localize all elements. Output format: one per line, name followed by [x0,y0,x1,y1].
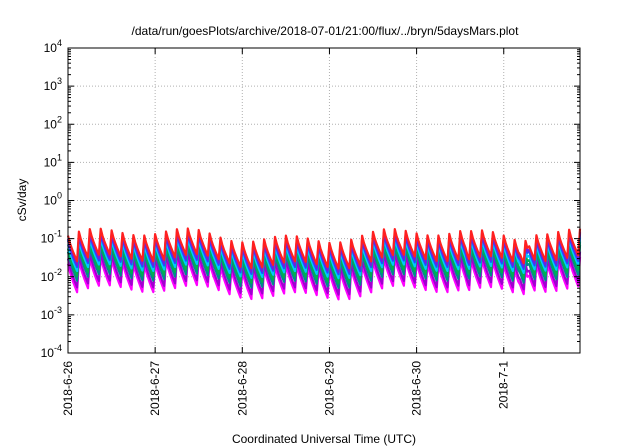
x-tick-label: 2018-6-26 [61,361,75,416]
x-tick-label: 2018-6-30 [410,361,424,416]
series-line [66,240,582,285]
y-tick-label: 104 [44,38,62,55]
series-line [66,236,582,280]
series-line [66,243,582,289]
y-tick-label: 102 [44,114,62,131]
y-tick-label: 10-1 [41,229,62,246]
y-tick-label: 10-4 [41,343,62,360]
y-tick-label: 100 [44,191,62,208]
y-axis-label: cSv/day [15,179,29,222]
x-tick-label: 2018-6-28 [235,361,249,416]
series-line [66,227,582,270]
x-tick-label: 2018-7-1 [497,361,511,409]
series-line [66,250,582,296]
series-line [66,255,582,301]
x-tick-label: 2018-6-29 [322,361,336,416]
y-tick-label: 103 [44,76,62,93]
data-series [66,227,582,301]
y-tick-label: 101 [44,152,62,169]
y-tick-label: 10-3 [41,305,62,322]
chart-title: /data/run/goesPlots/archive/2018-07-01/2… [132,24,520,38]
y-tick-label: 10-2 [41,267,62,284]
x-tick-label: 2018-6-27 [148,361,162,416]
plot-frame [67,47,581,354]
x-axis-label: Coordinated Universal Time (UTC) [232,432,416,446]
